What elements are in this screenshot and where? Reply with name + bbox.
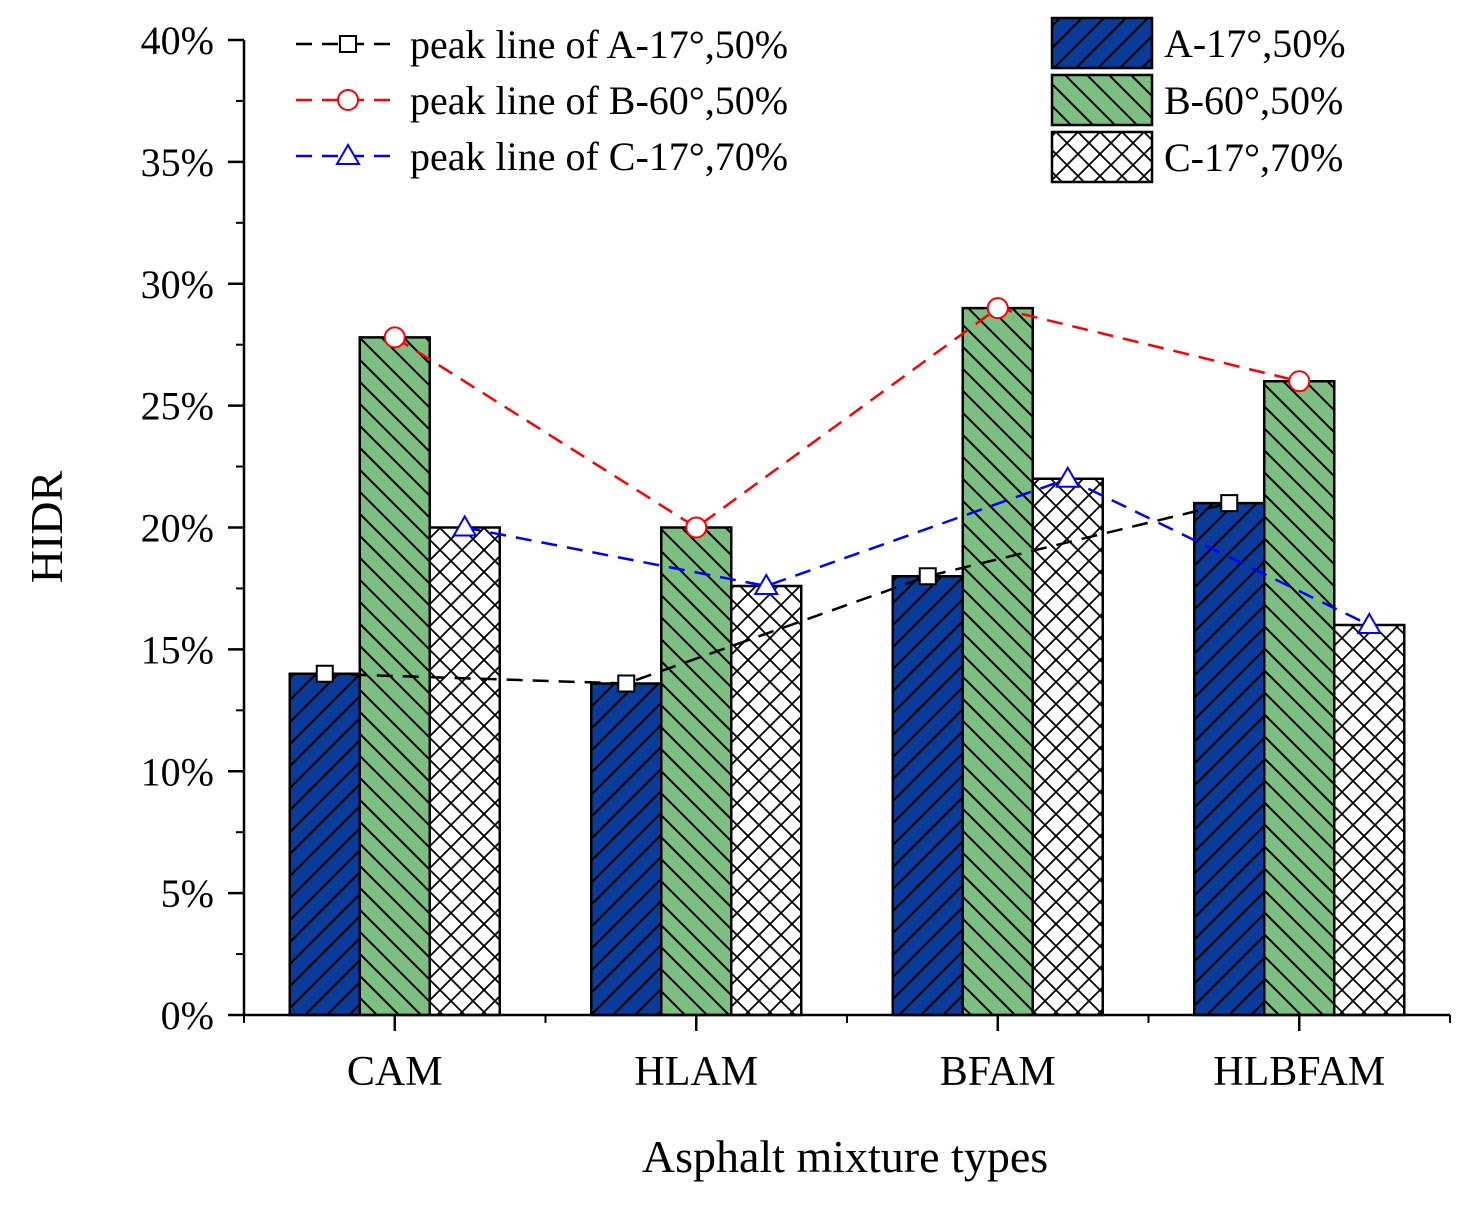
bar-1-3 xyxy=(1263,380,1336,1017)
legend-swatch-1 xyxy=(1050,73,1154,127)
y-tick-label: 20% xyxy=(141,506,214,551)
legend-marker-0 xyxy=(339,35,357,53)
bar-0-3 xyxy=(1193,501,1266,1017)
peak-line-2 xyxy=(464,477,1370,627)
bars-layer xyxy=(288,306,1406,1017)
peak-lines-layer xyxy=(315,297,1382,693)
bar-2-3 xyxy=(1333,623,1406,1017)
x-tick-label: BFAM xyxy=(940,1049,1056,1095)
legend-label-bar-2: C-17°,70% xyxy=(1164,135,1343,180)
y-tick-label: 35% xyxy=(141,140,214,185)
peak-marker-1-2 xyxy=(986,297,1009,320)
peak-marker-0-3 xyxy=(1220,494,1239,513)
legend-label-line-0: peak line of A-17°,50% xyxy=(410,22,788,67)
peak-marker-2-3 xyxy=(1356,612,1382,634)
bar-2-0 xyxy=(428,526,501,1017)
legend: peak line of A-17°,50% peak line of B-60°… xyxy=(296,16,1346,184)
x-tick-label: HLBFAM xyxy=(1213,1049,1385,1095)
peak-marker-1-1 xyxy=(685,516,708,539)
bar-1-1 xyxy=(660,526,733,1017)
legend-swatch-2 xyxy=(1050,130,1154,184)
peak-marker-0-0 xyxy=(315,664,334,683)
y-tick-label: 5% xyxy=(161,871,214,916)
y-tick-label: 25% xyxy=(141,384,214,429)
legend-label-line-1: peak line of B-60°,50% xyxy=(410,78,788,123)
peak-marker-2-0 xyxy=(452,514,478,537)
bar-2-1 xyxy=(730,584,803,1017)
y-tick-label: 15% xyxy=(141,627,214,672)
y-tick-label: 30% xyxy=(141,262,214,307)
x-axis-title: Asphalt mixture types xyxy=(642,1131,1048,1182)
legend-marker-2 xyxy=(335,143,361,165)
legend-label-line-2: peak line of C-17°,70% xyxy=(410,134,788,179)
legend-label-bar-1: B-60°,50% xyxy=(1164,78,1343,123)
peak-marker-2-2 xyxy=(1055,465,1081,488)
peak-marker-0-2 xyxy=(918,567,937,586)
bar-0-1 xyxy=(590,682,663,1017)
peak-marker-1-3 xyxy=(1288,370,1311,393)
peak-marker-1-0 xyxy=(383,326,406,349)
y-tick-label: 0% xyxy=(161,993,214,1038)
y-tick-label: 10% xyxy=(141,749,214,794)
y-tick-label: 40% xyxy=(141,18,214,63)
bar-0-0 xyxy=(288,672,361,1017)
y-axis-title: HIDR xyxy=(21,470,72,583)
legend-marker-1 xyxy=(337,89,359,111)
bar-2-2 xyxy=(1031,477,1104,1017)
peak-line-1 xyxy=(394,306,1300,530)
bar-1-2 xyxy=(961,306,1034,1017)
bar-1-0 xyxy=(358,336,431,1017)
x-tick-label: HLAM xyxy=(634,1049,758,1095)
peak-marker-0-1 xyxy=(617,674,636,693)
legend-swatch-0 xyxy=(1050,16,1154,70)
bar-0-2 xyxy=(891,575,964,1017)
legend-label-bar-0: A-17°,50% xyxy=(1164,21,1346,66)
axes-layer: 0% 5% 10% 15% 20% 25% 30% 35% 40% CAM HLAM BFAM HLBF… xyxy=(141,18,1451,1095)
x-tick-label: CAM xyxy=(347,1049,443,1095)
peak-marker-2-1 xyxy=(753,573,779,595)
